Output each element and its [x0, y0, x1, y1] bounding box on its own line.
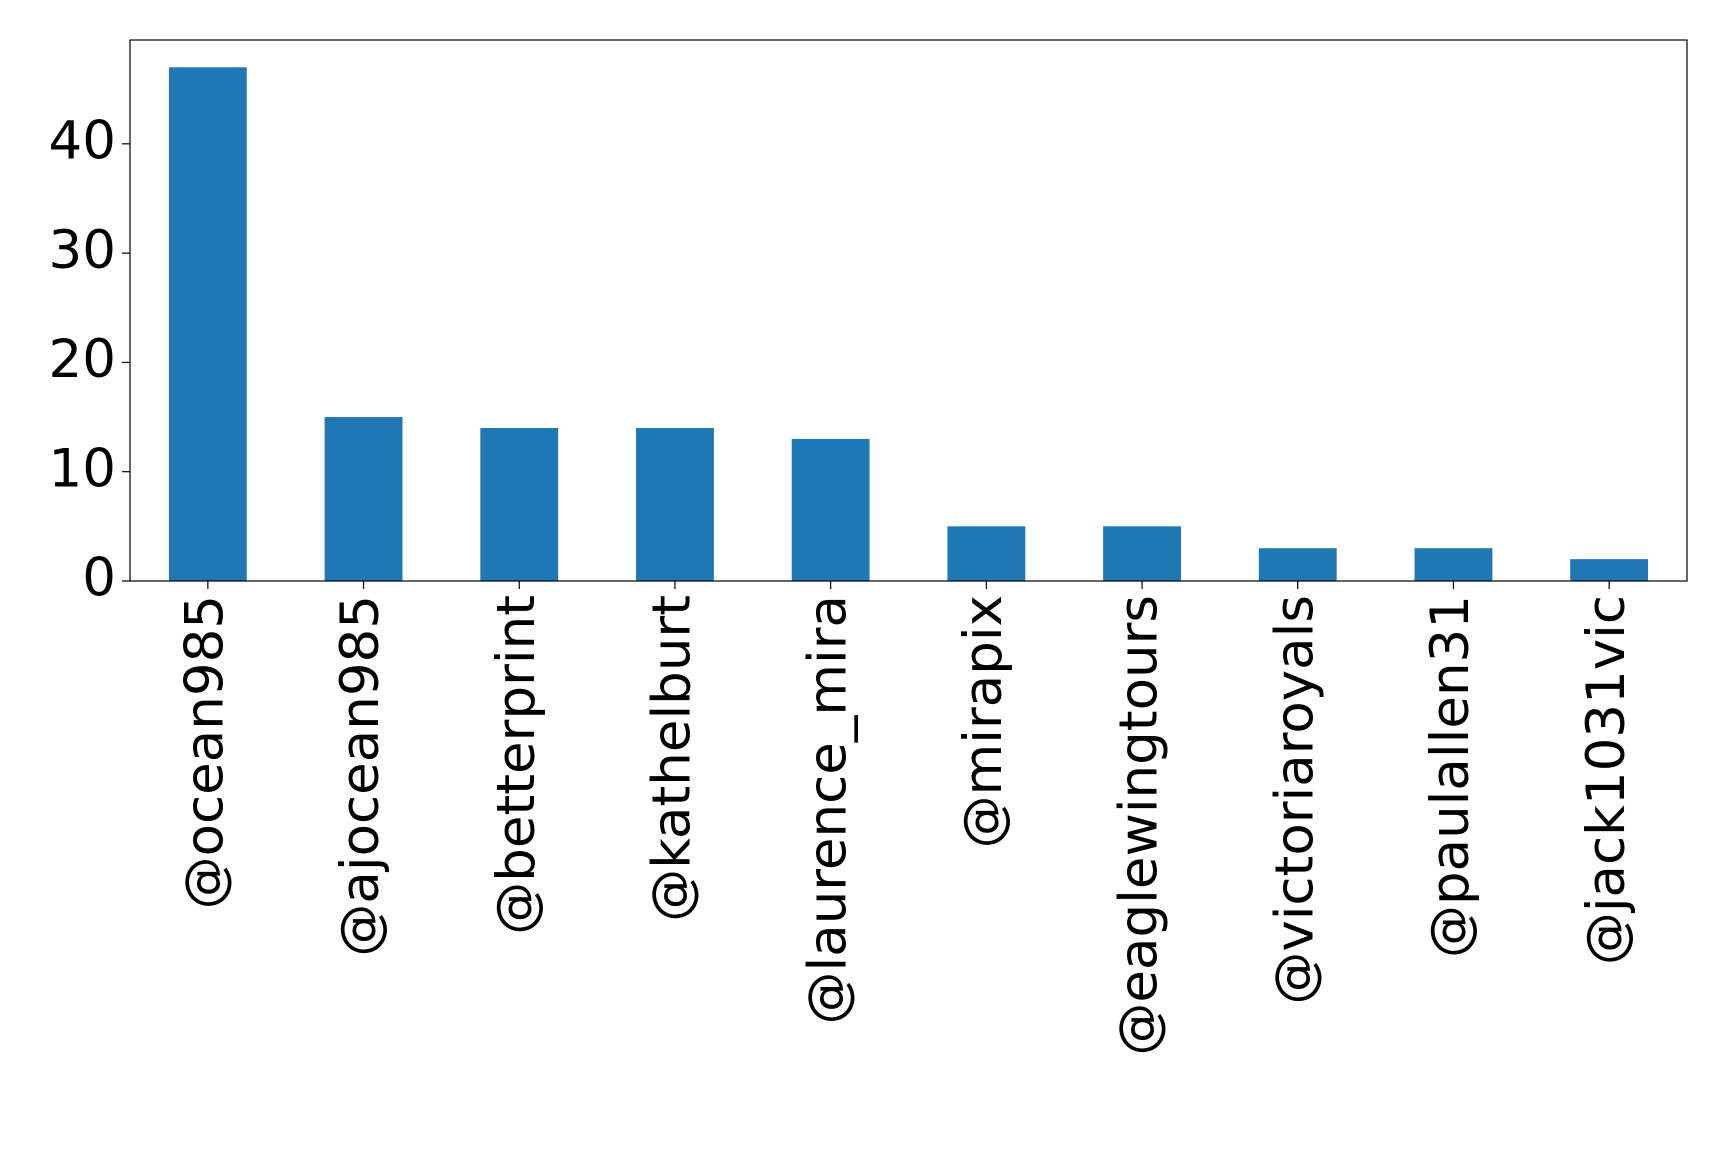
y-tick-label: 0 — [82, 548, 116, 609]
x-tick-label: @laurence_mira — [797, 595, 858, 1025]
x-tick-label: @ocean985 — [174, 595, 235, 909]
x-tick-label: @eaglewingtours — [1109, 595, 1170, 1056]
x-tick-label: @kathelburt — [642, 595, 703, 922]
bar — [947, 526, 1026, 581]
x-tick-label: @jack1031vic — [1576, 595, 1637, 965]
x-tick-label: @ajocean985 — [330, 595, 391, 957]
plot-frame — [129, 39, 1688, 582]
x-tick-label: @paulallen31 — [1420, 595, 1481, 958]
bar — [1258, 548, 1337, 581]
x-tick-label: @betterprint — [486, 595, 547, 935]
y-tick-label: 40 — [49, 110, 116, 171]
x-tick-label: @mirapix — [953, 595, 1014, 848]
x-tick-label: @victoriaroyals — [1264, 595, 1325, 1005]
bar — [791, 438, 870, 581]
bar — [168, 67, 247, 581]
bar — [1103, 526, 1181, 581]
y-tick-label: 30 — [49, 220, 116, 281]
bar — [480, 427, 559, 581]
y-tick-label: 10 — [49, 438, 116, 499]
bar — [324, 417, 403, 581]
bar — [1570, 559, 1649, 581]
y-tick-label: 20 — [49, 329, 116, 390]
bar — [1414, 548, 1493, 581]
bar — [636, 427, 714, 581]
